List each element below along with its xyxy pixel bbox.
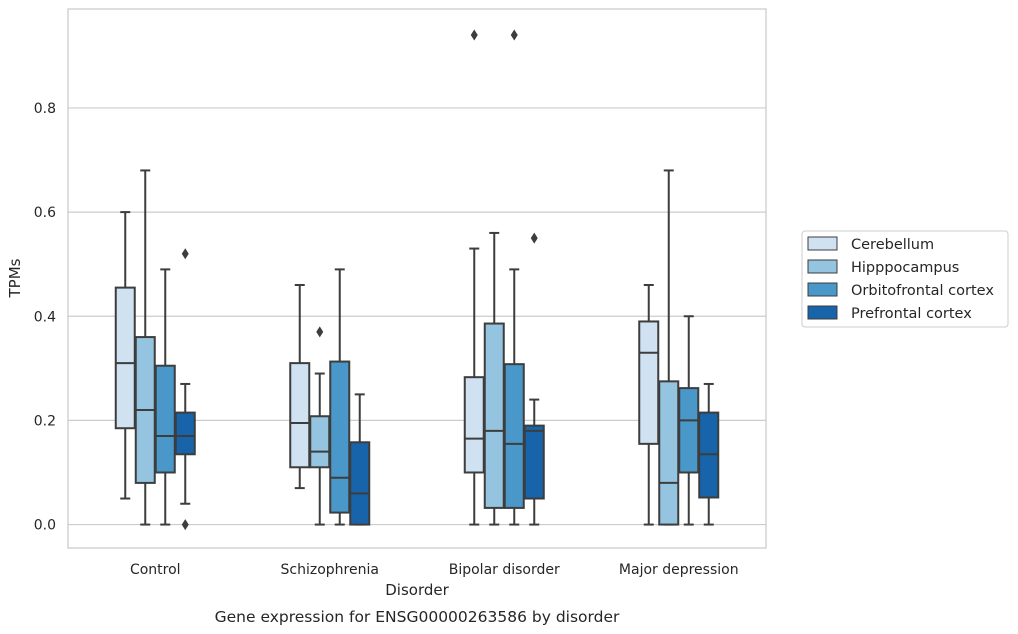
x-axis-label: Disorder bbox=[385, 581, 449, 599]
y-tick-label: 0.2 bbox=[34, 413, 56, 429]
legend-label: Cerebellum bbox=[851, 237, 934, 253]
y-tick-label: 0.8 bbox=[34, 101, 56, 117]
y-tick-label: 0.0 bbox=[34, 518, 56, 534]
outlier-point bbox=[470, 29, 478, 41]
box bbox=[329, 268, 351, 526]
box-body bbox=[638, 320, 660, 445]
x-tick-labels: Control Schizophrenia Bipolar disorder Majo… bbox=[130, 562, 739, 578]
box bbox=[134, 169, 156, 526]
box bbox=[483, 231, 505, 526]
box bbox=[658, 169, 680, 526]
box-body bbox=[503, 363, 525, 509]
box bbox=[463, 29, 485, 526]
y-axis-label: TPMs bbox=[6, 258, 24, 298]
x-tick-label: Schizophrenia bbox=[281, 562, 379, 578]
boxes bbox=[114, 29, 720, 531]
outlier-point bbox=[181, 519, 189, 531]
y-tick-label: 0.6 bbox=[34, 205, 56, 221]
legend-item: Prefrontal cortex bbox=[807, 305, 972, 322]
box bbox=[523, 232, 545, 526]
box bbox=[309, 326, 331, 526]
box-body bbox=[463, 376, 485, 474]
box bbox=[349, 393, 371, 526]
box bbox=[289, 284, 311, 490]
box bbox=[638, 284, 660, 526]
legend-label: Orbitofrontal cortex bbox=[851, 283, 994, 299]
legend: Cerebellum Hipppocampus Orbitofrontal cort… bbox=[801, 230, 1009, 328]
legend-item: Hipppocampus bbox=[807, 259, 959, 276]
box-body bbox=[154, 364, 176, 474]
box bbox=[154, 268, 176, 526]
plot-frame bbox=[67, 8, 767, 549]
box bbox=[678, 315, 700, 526]
box bbox=[174, 248, 196, 531]
box-body bbox=[289, 362, 311, 469]
legend-label: Prefrontal cortex bbox=[851, 306, 972, 322]
legend-swatch bbox=[807, 259, 838, 274]
outlier-point bbox=[510, 29, 518, 41]
legend-item: Cerebellum bbox=[807, 236, 934, 253]
box-body bbox=[329, 360, 351, 514]
y-tick-label: 0.4 bbox=[34, 309, 56, 325]
x-tick-label: Control bbox=[130, 562, 181, 578]
box-body bbox=[483, 322, 505, 509]
outlier-point bbox=[530, 232, 538, 244]
outlier-point bbox=[316, 326, 324, 338]
outlier-point bbox=[181, 248, 189, 260]
box-body bbox=[658, 380, 680, 526]
x-tick-label: Bipolar disorder bbox=[449, 562, 560, 578]
box-body bbox=[309, 415, 331, 469]
box-body bbox=[114, 286, 136, 430]
box bbox=[114, 211, 136, 500]
box bbox=[698, 382, 720, 526]
y-tick-labels: 0.0 0.2 0.4 0.6 0.8 bbox=[34, 101, 56, 534]
legend-swatch bbox=[807, 305, 838, 320]
box-body bbox=[678, 387, 700, 474]
box-body bbox=[523, 424, 545, 500]
legend-label: Hipppocampus bbox=[851, 260, 959, 276]
legend-swatch bbox=[807, 282, 838, 297]
box-body bbox=[174, 411, 196, 456]
legend-swatch bbox=[807, 236, 838, 251]
box-body bbox=[349, 441, 371, 526]
x-tick-label: Major depression bbox=[619, 562, 739, 578]
chart-caption: Gene expression for ENSG00000263586 by d… bbox=[215, 608, 620, 626]
box bbox=[503, 29, 525, 526]
legend-item: Orbitofrontal cortex bbox=[807, 282, 994, 299]
legend-frame bbox=[801, 230, 1009, 328]
